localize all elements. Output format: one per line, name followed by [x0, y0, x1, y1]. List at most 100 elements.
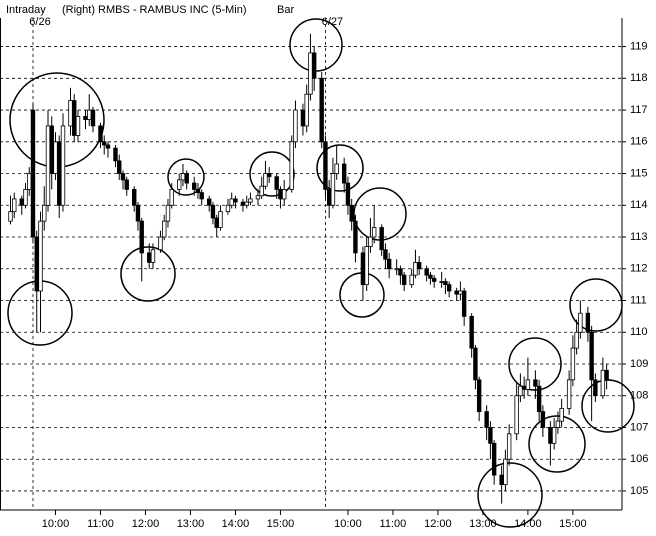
- candle-body: [570, 347, 576, 381]
- candle-body: [349, 204, 354, 222]
- candle-body: [566, 379, 572, 409]
- header-axis: (Right): [62, 4, 95, 16]
- candle-body: [469, 315, 474, 349]
- day-label: 6/26: [29, 16, 50, 28]
- candle-body: [150, 249, 156, 263]
- candle-body: [551, 427, 557, 444]
- x-tick-label: 10:00: [334, 518, 362, 530]
- candle-body: [600, 369, 606, 397]
- y-tick-label: 105: [630, 485, 648, 497]
- candle-body: [132, 189, 137, 206]
- candle-body: [476, 379, 482, 412]
- candle-body: [147, 252, 152, 263]
- candle-body: [218, 211, 223, 228]
- candle-body: [124, 179, 129, 190]
- candle-body: [484, 411, 489, 428]
- candle-body: [319, 77, 324, 143]
- candle-body: [240, 201, 246, 206]
- candle-body: [98, 125, 103, 143]
- x-tick-label: 14:00: [222, 518, 250, 530]
- candle-body: [443, 281, 448, 286]
- y-tick-label: 117: [630, 104, 648, 116]
- candle-body: [12, 198, 17, 213]
- annotation-circle: [316, 144, 364, 192]
- candle-body: [533, 379, 538, 387]
- candle-body: [60, 125, 66, 206]
- candle-body: [45, 125, 51, 206]
- candle-body: [274, 176, 279, 190]
- candle-body: [341, 163, 347, 184]
- candle-body: [589, 331, 594, 381]
- x-tick-label: 11:00: [380, 518, 407, 530]
- candle-body: [8, 211, 13, 222]
- candle-body: [259, 185, 264, 197]
- candle-body: [401, 274, 407, 286]
- candle-body: [473, 347, 478, 381]
- candle-body: [34, 236, 39, 292]
- candle-body: [386, 258, 392, 270]
- candle-body: [409, 274, 414, 286]
- candle-body: [424, 268, 429, 276]
- candle-body: [23, 189, 28, 206]
- candle-body: [68, 100, 73, 127]
- candle-body: [536, 385, 542, 413]
- candle-body: [360, 252, 366, 286]
- candle-body: [394, 268, 399, 271]
- candle-body: [540, 411, 546, 428]
- x-tick-label: 15:00: [559, 518, 587, 530]
- candle-body: [180, 173, 186, 181]
- candle-body: [559, 408, 564, 422]
- y-tick-label: 119: [630, 40, 648, 52]
- candle-body: [364, 246, 369, 286]
- candle-body: [90, 109, 96, 127]
- candle-body: [413, 262, 418, 276]
- candle-body: [289, 141, 294, 190]
- candle-body: [169, 189, 174, 206]
- candle-body: [139, 220, 144, 254]
- candle-body: [383, 249, 388, 260]
- candle-body: [521, 385, 527, 390]
- y-tick-label: 114: [630, 199, 648, 211]
- candle-body: [439, 281, 444, 283]
- candle-body: [326, 189, 332, 206]
- candle-body: [207, 198, 212, 206]
- candle-body: [458, 290, 463, 295]
- candle-body: [244, 201, 249, 206]
- candle-body: [506, 433, 512, 460]
- candle-body: [120, 173, 126, 181]
- candle-body: [49, 125, 54, 174]
- y-tick-label: 106: [630, 453, 648, 465]
- candle-body: [446, 284, 452, 292]
- candle-body: [278, 189, 283, 200]
- candle-body: [113, 147, 118, 162]
- candle-body: [57, 141, 62, 206]
- header-style: Bar: [277, 4, 294, 16]
- candle-body: [379, 227, 384, 251]
- annotation-circle: [581, 379, 635, 433]
- candle-body: [195, 189, 201, 193]
- candle-body: [431, 277, 437, 282]
- header-symbol: RMBS - RAMBUS INC (5-Min): [98, 4, 247, 16]
- candle-body: [548, 427, 553, 444]
- candle-body: [248, 198, 253, 203]
- candle-body: [574, 331, 579, 349]
- candle-body: [518, 385, 523, 397]
- candle-body: [72, 100, 77, 136]
- x-tick-label: 12:00: [424, 518, 452, 530]
- candle-body: [503, 458, 508, 486]
- candle-body: [330, 173, 336, 206]
- candle-body: [165, 204, 171, 222]
- candle-body: [416, 262, 422, 270]
- header-mode: Intraday: [6, 4, 46, 16]
- annotation-circle: [249, 151, 295, 197]
- y-tick-label: 112: [630, 263, 648, 275]
- candle-body: [19, 198, 24, 206]
- annotation-circle: [569, 278, 623, 332]
- candle-body: [210, 204, 216, 219]
- candle-body: [293, 109, 298, 143]
- candle-body: [345, 182, 351, 206]
- candle-body: [158, 236, 163, 251]
- candle-body: [263, 173, 268, 187]
